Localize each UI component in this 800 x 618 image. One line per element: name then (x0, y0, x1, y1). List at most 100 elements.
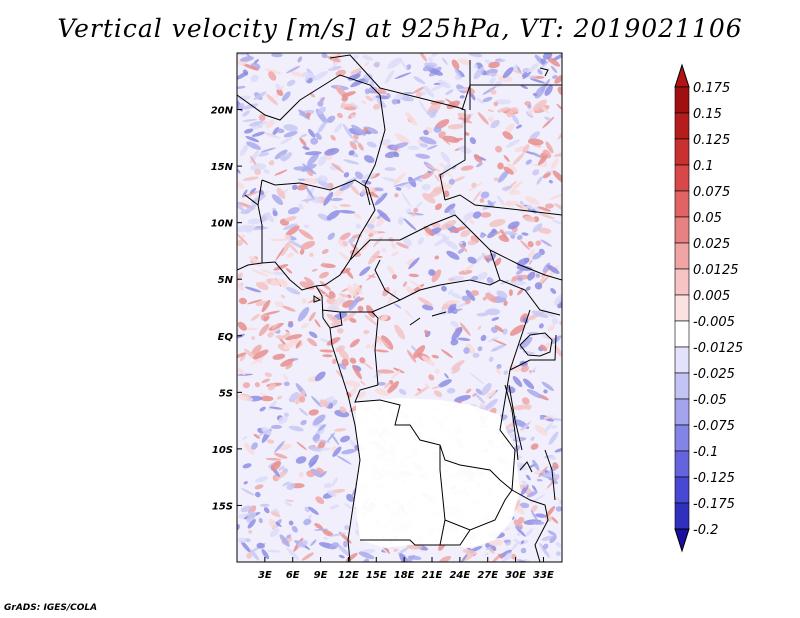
field-patch (447, 124, 464, 130)
field-patch (401, 555, 416, 562)
field-patch (451, 308, 463, 313)
field-patch (427, 62, 438, 68)
field-patch (533, 105, 550, 114)
field-patch (470, 275, 479, 281)
colorbar-label: 0.025 (693, 237, 730, 252)
field-patch (532, 93, 538, 96)
field-patch (285, 334, 303, 341)
field-patch (405, 183, 412, 190)
field-patch (359, 266, 371, 276)
field-patch (526, 490, 538, 498)
field-patch (515, 467, 530, 472)
field-patch (541, 381, 554, 391)
field-patch (527, 104, 532, 109)
field-patch (318, 424, 326, 431)
field-patch (330, 433, 340, 446)
field-patch (494, 229, 504, 236)
field-patch (476, 98, 484, 104)
field-patch (237, 224, 252, 233)
field-patch (542, 543, 549, 550)
field-patch (522, 485, 527, 488)
field-patch (297, 540, 308, 548)
field-patch (438, 172, 444, 179)
field-patch (275, 521, 282, 528)
field-patch (408, 257, 420, 270)
field-patch (338, 293, 350, 298)
field-patch (424, 383, 431, 390)
field-patch (527, 241, 534, 248)
field-patch (366, 304, 376, 318)
field-patch (360, 189, 367, 196)
field-patch (242, 103, 259, 110)
field-patch (507, 163, 517, 173)
colorbar-label: 0.1 (693, 159, 714, 174)
colorbar-label: 0.175 (693, 81, 730, 96)
field-patch (242, 191, 259, 198)
map-frame (236, 52, 563, 563)
field-patch (487, 109, 494, 113)
field-patch (269, 238, 288, 242)
field-patch (331, 296, 345, 309)
field-patch (240, 505, 253, 513)
field-patch (497, 195, 505, 206)
field-patch (454, 68, 462, 79)
field-patch (490, 119, 500, 129)
latitude-ticks: 20N 15N 10N 5N EQ 5S 10S 15S (211, 106, 242, 512)
field-patch (547, 324, 555, 332)
colorbar-label: 0.0125 (693, 263, 739, 278)
field-patch (545, 141, 554, 154)
field-patch (423, 226, 435, 237)
field-patch (261, 269, 274, 275)
field-patch (450, 292, 462, 299)
colorbar-label: 0.15 (693, 107, 722, 122)
field-patch (480, 191, 490, 199)
field-patch (262, 310, 280, 316)
field-patch (394, 92, 404, 102)
lat-tick-label: 20N (211, 106, 234, 117)
field-patch (318, 429, 325, 435)
field-patch (237, 181, 245, 189)
field-patch (503, 539, 511, 543)
field-patch (391, 142, 409, 150)
colorbar-box (674, 450, 690, 478)
field-patch (344, 106, 357, 111)
field-patch (520, 540, 525, 545)
field-patch (342, 123, 354, 140)
field-patch (276, 395, 282, 400)
lon-tick-label: 30E (505, 570, 526, 581)
field-patch (418, 99, 429, 115)
field-patch (434, 236, 450, 246)
colorbar-label: -0.05 (693, 393, 727, 408)
field-patch (502, 131, 514, 140)
field-patch (282, 481, 290, 487)
field-patch (528, 63, 539, 73)
field-patch (418, 297, 433, 307)
field-patch (439, 163, 446, 168)
field-patch (310, 539, 317, 546)
field-patch (520, 365, 530, 373)
field-patch (377, 87, 387, 95)
field-patch (298, 471, 304, 478)
field-patch (267, 383, 276, 391)
field-patch (488, 116, 494, 123)
lat-tick-label: 15N (211, 162, 234, 173)
field-patch (350, 115, 356, 118)
field-patch (465, 343, 475, 354)
field-patch (544, 116, 552, 121)
field-patch (357, 305, 364, 312)
field-patch (521, 232, 529, 236)
field-patch (432, 186, 445, 194)
field-patch (255, 491, 261, 498)
field-patch (475, 388, 483, 395)
field-patch (252, 226, 269, 231)
field-patch (502, 66, 514, 79)
field-patch (331, 358, 337, 365)
field-patch (482, 296, 487, 301)
field-patch (447, 240, 458, 250)
field-patch (363, 362, 373, 370)
field-patch (473, 64, 478, 69)
field-patch (361, 184, 373, 193)
field-patch (395, 242, 409, 249)
field-patch (503, 370, 509, 375)
field-patch (257, 428, 273, 437)
